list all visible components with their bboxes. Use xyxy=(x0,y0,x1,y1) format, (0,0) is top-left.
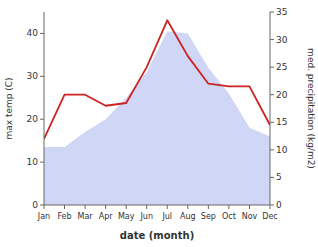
y-tick-label: 0 xyxy=(32,200,38,210)
y2-tick xyxy=(270,67,274,68)
y2-tick xyxy=(270,122,274,123)
precip-line xyxy=(44,20,270,139)
y-tick xyxy=(40,119,44,120)
x-tick-label: Mar xyxy=(78,212,94,221)
x-tick-label: Nov xyxy=(242,212,258,221)
y-tick xyxy=(40,205,44,206)
y2-tick-label: 25 xyxy=(276,62,287,72)
y2-tick-label: 10 xyxy=(276,145,288,155)
y-tick-label: 20 xyxy=(27,114,39,124)
x-tick-label: Oct xyxy=(222,212,236,221)
x-tick xyxy=(167,205,168,209)
x-tick xyxy=(126,205,127,209)
x-tick-label: Apr xyxy=(99,212,114,221)
y-tick-label: 10 xyxy=(27,157,39,167)
x-tick-label: Jun xyxy=(139,212,153,221)
chart: Jan Feb Mar Apr May Jun Jul Aug Sep Oct Nov Dec 0 10 2… xyxy=(0,0,318,247)
x-tick xyxy=(249,205,250,209)
y2-tick-label: 30 xyxy=(276,35,288,45)
y2-axis-label: med. precipitation (kg/m2) xyxy=(306,48,316,169)
x-tick xyxy=(208,205,209,209)
y2-tick-label: 0 xyxy=(276,200,282,210)
x-tick xyxy=(64,205,65,209)
y2-tick-label: 35 xyxy=(276,7,287,17)
x-tick xyxy=(270,205,271,209)
y2-tick xyxy=(270,12,274,13)
y2-tick-label: 20 xyxy=(276,90,288,100)
x-tick xyxy=(105,205,106,209)
x-tick-label: Feb xyxy=(57,212,71,221)
x-tick-label: Jan xyxy=(37,212,50,221)
x-tick xyxy=(187,205,188,209)
y-tick xyxy=(40,162,44,163)
y2-axis-line xyxy=(270,12,271,205)
x-tick xyxy=(44,205,45,209)
y-tick xyxy=(40,33,44,34)
x-tick xyxy=(146,205,147,209)
x-tick-label: Jul xyxy=(161,212,172,221)
temp-area xyxy=(44,31,270,205)
y-axis-line xyxy=(44,12,45,205)
y-axis-label: max temp (C) xyxy=(4,77,14,139)
plot-area xyxy=(44,20,270,205)
y2-tick xyxy=(270,205,274,206)
y-tick-label: 30 xyxy=(27,71,39,81)
x-axis-line xyxy=(44,205,270,206)
y2-tick-label: 5 xyxy=(276,172,282,182)
x-tick xyxy=(85,205,86,209)
x-axis-label: date (month) xyxy=(120,230,194,241)
y2-tick xyxy=(270,149,274,150)
y2-tick xyxy=(270,177,274,178)
y2-tick xyxy=(270,94,274,95)
y-tick xyxy=(40,76,44,77)
x-tick-label: May xyxy=(118,212,135,221)
y-tick-label: 40 xyxy=(27,28,39,38)
x-tick-label: Sep xyxy=(201,212,216,221)
x-tick-label: Aug xyxy=(180,212,196,221)
x-tick-label: Dec xyxy=(262,212,277,221)
y2-tick xyxy=(270,39,274,40)
y2-tick-label: 15 xyxy=(276,117,287,127)
x-tick xyxy=(228,205,229,209)
